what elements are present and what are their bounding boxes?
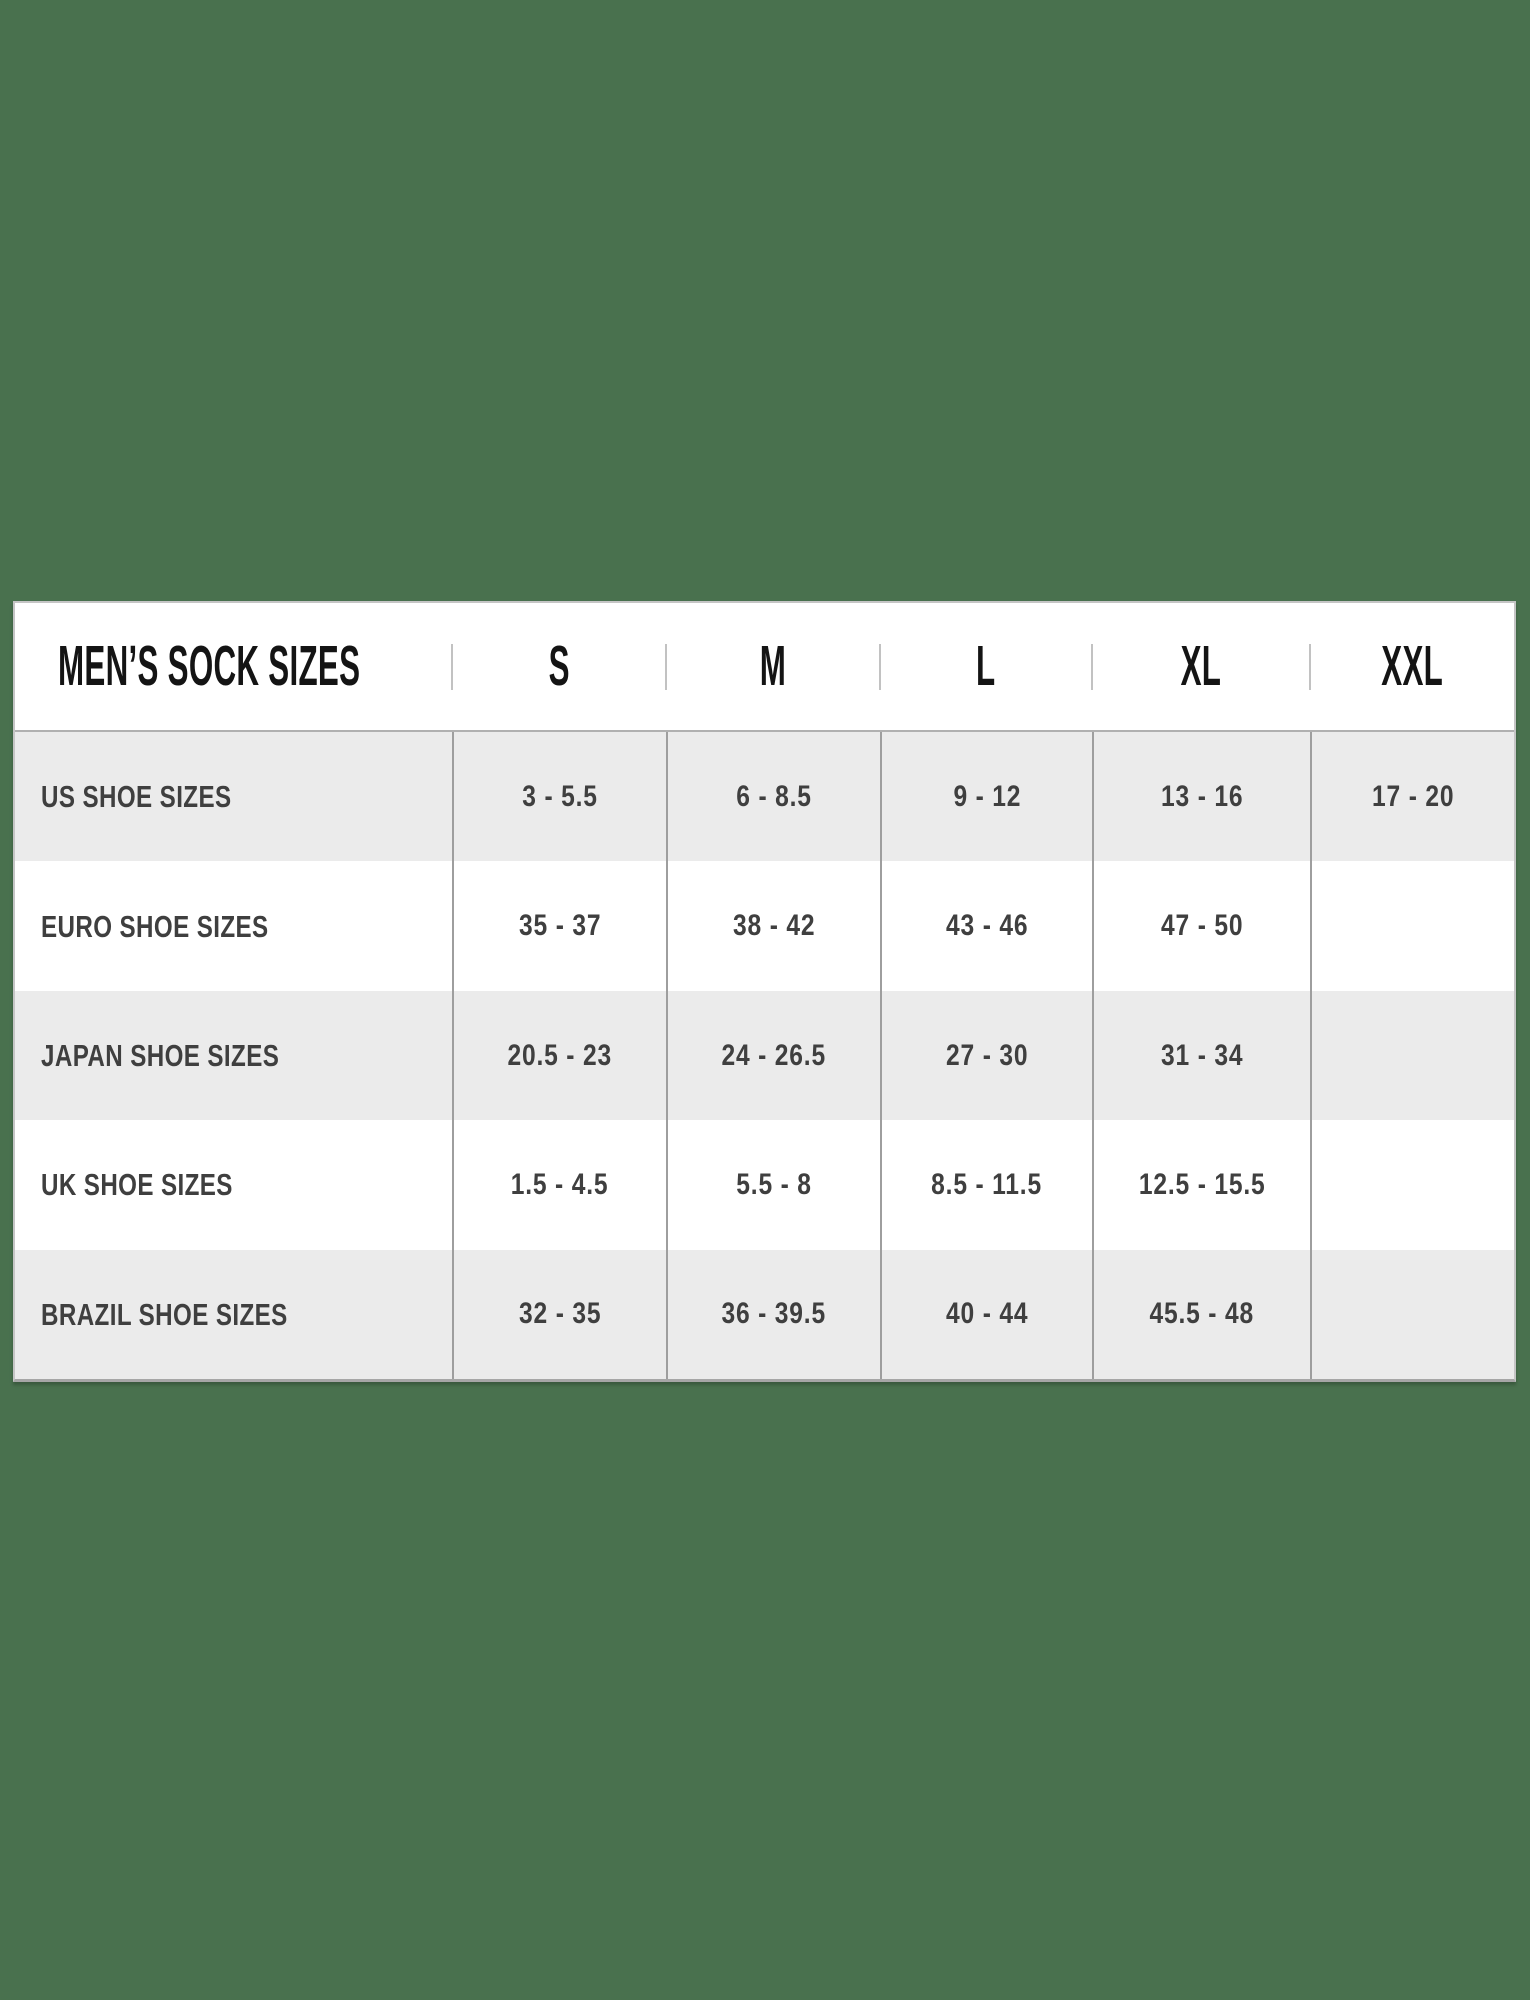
row-label-cell: BRAZIL SHOE SIZES xyxy=(15,1250,452,1379)
value-cell: 1.5 - 4.5 xyxy=(452,1120,666,1250)
table-title: MEN’S SOCK SIZES xyxy=(58,634,361,698)
size-header-xl: XL xyxy=(1180,634,1222,698)
value-cell: 12.5 - 15.5 xyxy=(1092,1120,1310,1250)
value-cell: 38 - 42 xyxy=(666,861,880,991)
value-cell: 45.5 - 48 xyxy=(1092,1249,1310,1380)
size-header-s: S xyxy=(548,634,570,698)
header-cell-xxl: XXL xyxy=(1309,603,1514,730)
value-cell xyxy=(1310,990,1514,1121)
table-row-japan: JAPAN SHOE SIZES 20.5 - 23 24 - 26.5 27 … xyxy=(15,990,1514,1121)
cell-value: 45.5 - 48 xyxy=(1149,1297,1255,1331)
table-row-brazil: BRAZIL SHOE SIZES 32 - 35 36 - 39.5 40 -… xyxy=(15,1249,1514,1380)
cell-value: 12.5 - 15.5 xyxy=(1138,1167,1266,1201)
cell-value: 13 - 16 xyxy=(1160,779,1244,813)
value-cell xyxy=(1310,1249,1514,1380)
cell-value: 32 - 35 xyxy=(518,1297,602,1331)
cell-value: 20.5 - 23 xyxy=(507,1038,613,1072)
header-divider-icon xyxy=(1309,643,1311,690)
cell-value: 9 - 12 xyxy=(953,779,1021,813)
row-label: US SHOE SIZES xyxy=(41,779,232,815)
value-cell: 32 - 35 xyxy=(452,1249,666,1380)
value-cell: 13 - 16 xyxy=(1092,732,1310,862)
cell-value: 40 - 44 xyxy=(945,1297,1029,1331)
value-cell xyxy=(1310,861,1514,991)
value-cell: 24 - 26.5 xyxy=(666,990,880,1121)
size-header-m: M xyxy=(759,634,787,698)
row-label-cell: UK SHOE SIZES xyxy=(15,1120,452,1249)
table-row-euro: EURO SHOE SIZES 35 - 37 38 - 42 43 - 46 … xyxy=(15,861,1514,991)
value-cell: 47 - 50 xyxy=(1092,861,1310,991)
row-label: BRAZIL SHOE SIZES xyxy=(41,1296,288,1332)
value-cell xyxy=(1310,1120,1514,1250)
value-cell: 8.5 - 11.5 xyxy=(880,1120,1092,1250)
row-label-cell: JAPAN SHOE SIZES xyxy=(15,991,452,1120)
cell-value: 1.5 - 4.5 xyxy=(511,1167,609,1201)
value-cell: 40 - 44 xyxy=(880,1249,1092,1380)
cell-value: 27 - 30 xyxy=(945,1038,1029,1072)
header-cell-xl: XL xyxy=(1091,603,1310,730)
table-header-row: MEN’S SOCK SIZES S M L XL XXL xyxy=(15,603,1514,732)
value-cell: 36 - 39.5 xyxy=(666,1249,880,1380)
header-divider-icon xyxy=(1091,643,1093,690)
header-divider-icon xyxy=(665,643,667,690)
header-cell-l: L xyxy=(879,603,1092,730)
cell-value: 8.5 - 11.5 xyxy=(931,1167,1043,1201)
value-cell: 5.5 - 8 xyxy=(666,1120,880,1250)
row-label-cell: EURO SHOE SIZES xyxy=(15,861,452,990)
cell-value: 35 - 37 xyxy=(518,909,602,943)
header-cell-s: S xyxy=(451,603,666,730)
table-row-uk: UK SHOE SIZES 1.5 - 4.5 5.5 - 8 8.5 - 11… xyxy=(15,1120,1514,1250)
cell-value: 38 - 42 xyxy=(732,909,816,943)
row-label: JAPAN SHOE SIZES xyxy=(41,1038,280,1074)
sock-size-table: MEN’S SOCK SIZES S M L XL XXL xyxy=(13,601,1516,1382)
size-header-xxl: XXL xyxy=(1381,634,1443,698)
cell-value: 3 - 5.5 xyxy=(522,779,598,813)
cell-value: 6 - 8.5 xyxy=(736,779,812,813)
cell-value: 36 - 39.5 xyxy=(721,1297,827,1331)
value-cell: 31 - 34 xyxy=(1092,990,1310,1121)
cell-value: 43 - 46 xyxy=(945,909,1029,943)
header-divider-icon xyxy=(451,643,453,690)
value-cell: 6 - 8.5 xyxy=(666,732,880,862)
header-divider-icon xyxy=(879,643,881,690)
table-row-us: US SHOE SIZES 3 - 5.5 6 - 8.5 9 - 12 13 … xyxy=(15,732,1514,862)
row-label-cell: US SHOE SIZES xyxy=(15,732,452,861)
value-cell: 17 - 20 xyxy=(1310,732,1514,862)
cell-value: 5.5 - 8 xyxy=(736,1167,812,1201)
value-cell: 9 - 12 xyxy=(880,732,1092,862)
cell-value: 47 - 50 xyxy=(1160,909,1244,943)
row-label: UK SHOE SIZES xyxy=(41,1167,233,1203)
value-cell: 35 - 37 xyxy=(452,861,666,991)
value-cell: 3 - 5.5 xyxy=(452,732,666,862)
table-title-cell: MEN’S SOCK SIZES xyxy=(15,603,452,730)
value-cell: 27 - 30 xyxy=(880,990,1092,1121)
cell-value: 31 - 34 xyxy=(1160,1038,1244,1072)
cell-value: 24 - 26.5 xyxy=(721,1038,827,1072)
value-cell: 20.5 - 23 xyxy=(452,990,666,1121)
cell-value: 17 - 20 xyxy=(1371,779,1455,813)
size-header-l: L xyxy=(976,634,996,698)
header-cell-m: M xyxy=(665,603,880,730)
value-cell: 43 - 46 xyxy=(880,861,1092,991)
row-label: EURO SHOE SIZES xyxy=(41,908,269,944)
